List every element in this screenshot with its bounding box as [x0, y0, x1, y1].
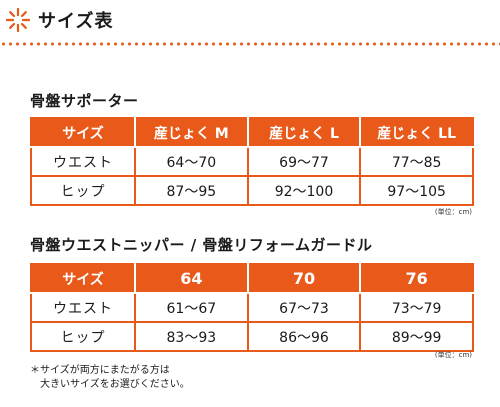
- column-header: 産じょく LL: [359, 117, 474, 148]
- table-cell: 87～95: [134, 175, 249, 206]
- table-cell: 83～93: [134, 321, 249, 352]
- column-header: サイズ: [30, 263, 136, 294]
- dotted-divider: [0, 42, 500, 46]
- page-header: サイズ表: [0, 0, 500, 38]
- footnote-line-1: ＊サイズが両方にまたがる方は: [30, 365, 170, 376]
- section-title-waist-nipper-girdle: 骨盤ウエストニッパー / 骨盤リフォームガードル: [30, 236, 373, 254]
- page-title: サイズ表: [38, 11, 114, 32]
- table-cell: 61～67: [134, 292, 249, 323]
- table-cell: 73～79: [359, 292, 474, 323]
- section-title-pelvic-supporter: 骨盤サポーター: [30, 92, 139, 110]
- footnote-line-2: 大きいサイズをお選びください。: [40, 379, 190, 390]
- table-cell: 89～99: [359, 321, 474, 352]
- row-label: ヒップ: [30, 175, 136, 206]
- table-row: ウエスト 61～67 67～73 73～79: [30, 292, 474, 323]
- column-header: 64: [134, 263, 249, 294]
- row-label: ウエスト: [30, 292, 136, 323]
- table-cell: 67～73: [246, 292, 362, 323]
- column-header: 70: [246, 263, 362, 294]
- unit-label: (単位：cm): [434, 351, 472, 359]
- column-header: 産じょく L: [246, 117, 362, 148]
- table-header-row: サイズ 産じょく M 産じょく L 産じょく LL: [30, 117, 474, 148]
- column-header: サイズ: [30, 117, 136, 148]
- table-cell: 92～100: [246, 175, 362, 206]
- table-cell: 64～70: [134, 146, 249, 177]
- column-header: 76: [359, 263, 474, 294]
- starburst-icon: [6, 8, 30, 32]
- column-header: 産じょく M: [134, 117, 249, 148]
- row-label: ヒップ: [30, 321, 136, 352]
- table-cell: 97～105: [359, 175, 474, 206]
- size-table-waist-nipper-girdle: サイズ 64 70 76 ウエスト 61～67 67～73 73～79 ヒップ …: [30, 263, 474, 352]
- size-table-pelvic-supporter: サイズ 産じょく M 産じょく L 産じょく LL ウエスト 64～70 69～…: [30, 117, 474, 206]
- table-row: ヒップ 87～95 92～100 97～105: [30, 175, 474, 206]
- table-cell: 77～85: [359, 146, 474, 177]
- unit-label: (単位：cm): [434, 208, 472, 216]
- table-row: ヒップ 83～93 86～96 89～99: [30, 321, 474, 352]
- table-header-row: サイズ 64 70 76: [30, 263, 474, 294]
- table-cell: 86～96: [246, 321, 362, 352]
- table-row: ウエスト 64～70 69～77 77～85: [30, 146, 474, 177]
- table-cell: 69～77: [246, 146, 362, 177]
- row-label: ウエスト: [30, 146, 136, 177]
